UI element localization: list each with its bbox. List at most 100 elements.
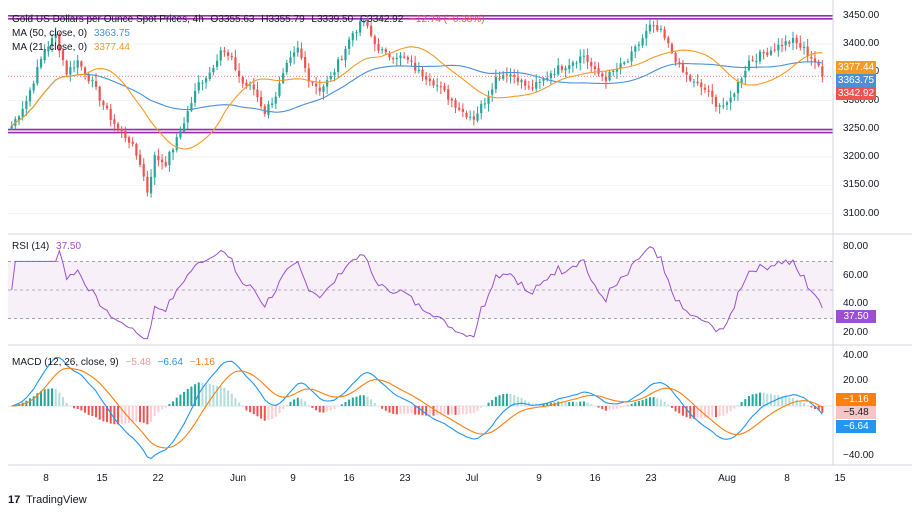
tradingview-logo-icon: 17 [8, 494, 21, 506]
macd-legend[interactable]: MACD (12, 26, close, 9) −5.48 −6.64 −1.1… [12, 357, 219, 368]
candle-body [116, 123, 120, 129]
macd-histogram-bar [73, 406, 76, 409]
candle-body [729, 97, 732, 103]
candle-body [553, 73, 556, 75]
macd-histogram-bar [788, 397, 791, 406]
candle-body [436, 85, 439, 87]
candle-body [777, 44, 780, 51]
ma50-line[interactable] [11, 61, 823, 127]
macd-histogram-bar [608, 406, 611, 411]
candle-body [65, 60, 68, 75]
macd-histogram-bar [150, 406, 153, 422]
macd-line[interactable] [11, 356, 823, 460]
macd-histogram-bar [219, 386, 222, 406]
macd-histogram-bar [69, 405, 72, 407]
macd-histogram-bar [582, 401, 585, 406]
candle-body [667, 37, 670, 44]
candle-body [395, 58, 398, 60]
macd-signal-badge: −1.16 [836, 393, 876, 406]
macd-histogram-bar [87, 406, 90, 415]
macd-histogram-bar [406, 406, 409, 414]
candle-body [769, 50, 773, 55]
candle-body [142, 164, 145, 177]
candle-body [480, 103, 483, 114]
price-axis-tick: 3150.00 [843, 179, 880, 191]
candle-body [300, 48, 303, 58]
macd-histogram-bar [568, 401, 571, 406]
ma50-price-badge: 3363.75 [836, 74, 876, 87]
macd-histogram-bar [293, 399, 296, 406]
candle-body [612, 70, 615, 72]
ma21-legend[interactable]: MA (21, close, 0) 3377.44 [12, 42, 134, 53]
macd-histogram-bar [120, 406, 123, 424]
candle-body [72, 67, 76, 69]
time-axis-tick: Jul [465, 473, 479, 484]
candles[interactable] [8, 17, 833, 198]
macd-histogram-bar [315, 406, 318, 411]
macd-histogram-bar [483, 405, 486, 407]
ma21-line[interactable] [11, 46, 823, 150]
rsi-axis-tick: 20.00 [843, 326, 869, 338]
candle-body [307, 68, 310, 82]
candle-body [711, 90, 714, 97]
candle-body [623, 62, 626, 64]
candle-body [21, 108, 24, 118]
macd-histogram-bar [670, 406, 673, 408]
macd-histogram-bar [476, 406, 479, 411]
macd-histogram-bar [487, 402, 490, 406]
macd-histogram-bar [381, 406, 384, 409]
rsi-pane [8, 246, 833, 340]
candle-body [252, 84, 255, 90]
macd-histogram-bar [370, 399, 373, 406]
macd-histogram-bar [271, 406, 274, 419]
time-axis-tick: 8 [784, 473, 790, 484]
macd-histogram-bar [54, 388, 57, 406]
symbol-title[interactable]: Gold US Dollars per Ounce Spot Prices, 4… [12, 14, 204, 25]
candle-body [362, 21, 365, 23]
candle-body [171, 149, 175, 153]
macd-histogram-bar [326, 406, 329, 412]
candle-body [17, 116, 21, 121]
candle-body [25, 100, 28, 109]
candle-body [256, 89, 259, 98]
macd-histogram-bar [282, 406, 285, 410]
ma21-label: MA (21, close, 0) [12, 42, 88, 53]
candle-body [260, 96, 263, 107]
macd-histogram-bar [392, 406, 395, 414]
macd-histogram-bar [612, 406, 615, 410]
candle-body [806, 46, 809, 56]
macd-histogram-bar [597, 406, 600, 408]
candle-body [546, 77, 549, 80]
time-axis-tick: 16 [343, 473, 355, 484]
macd-histogram-bar [549, 402, 552, 406]
candle-body [714, 97, 718, 107]
candle-body [168, 151, 171, 166]
candle-body [381, 49, 384, 51]
tradingview-brand[interactable]: 17 TradingView [8, 494, 87, 506]
macd-histogram-bar [780, 396, 783, 406]
macd-histogram-bar [707, 406, 710, 418]
candle-body [36, 66, 39, 84]
candle-body [344, 48, 347, 61]
candle-body [410, 60, 413, 62]
macd-histogram-bar [256, 406, 259, 417]
ma50-legend[interactable]: MA (50, close, 0) 3363.75 [12, 28, 134, 39]
candle-body [601, 73, 604, 77]
time-axis-tick: 23 [645, 473, 657, 484]
candle-body [120, 129, 123, 132]
macd-histogram-bar [571, 401, 574, 406]
candle-body [568, 65, 571, 69]
candle-body [80, 61, 83, 67]
macd-signal-line[interactable] [11, 367, 823, 449]
candle-body [131, 141, 134, 144]
candle-body [392, 58, 395, 60]
candle-body [304, 57, 307, 69]
candle-body [703, 87, 707, 90]
rsi-legend[interactable]: RSI (14) 37.50 [12, 241, 85, 252]
macd-histogram-bar [740, 402, 743, 406]
candle-body [102, 101, 105, 106]
low-value: L3339.50 [311, 14, 354, 25]
macd-histogram-bar [505, 393, 508, 406]
rsi-line[interactable] [11, 246, 823, 340]
